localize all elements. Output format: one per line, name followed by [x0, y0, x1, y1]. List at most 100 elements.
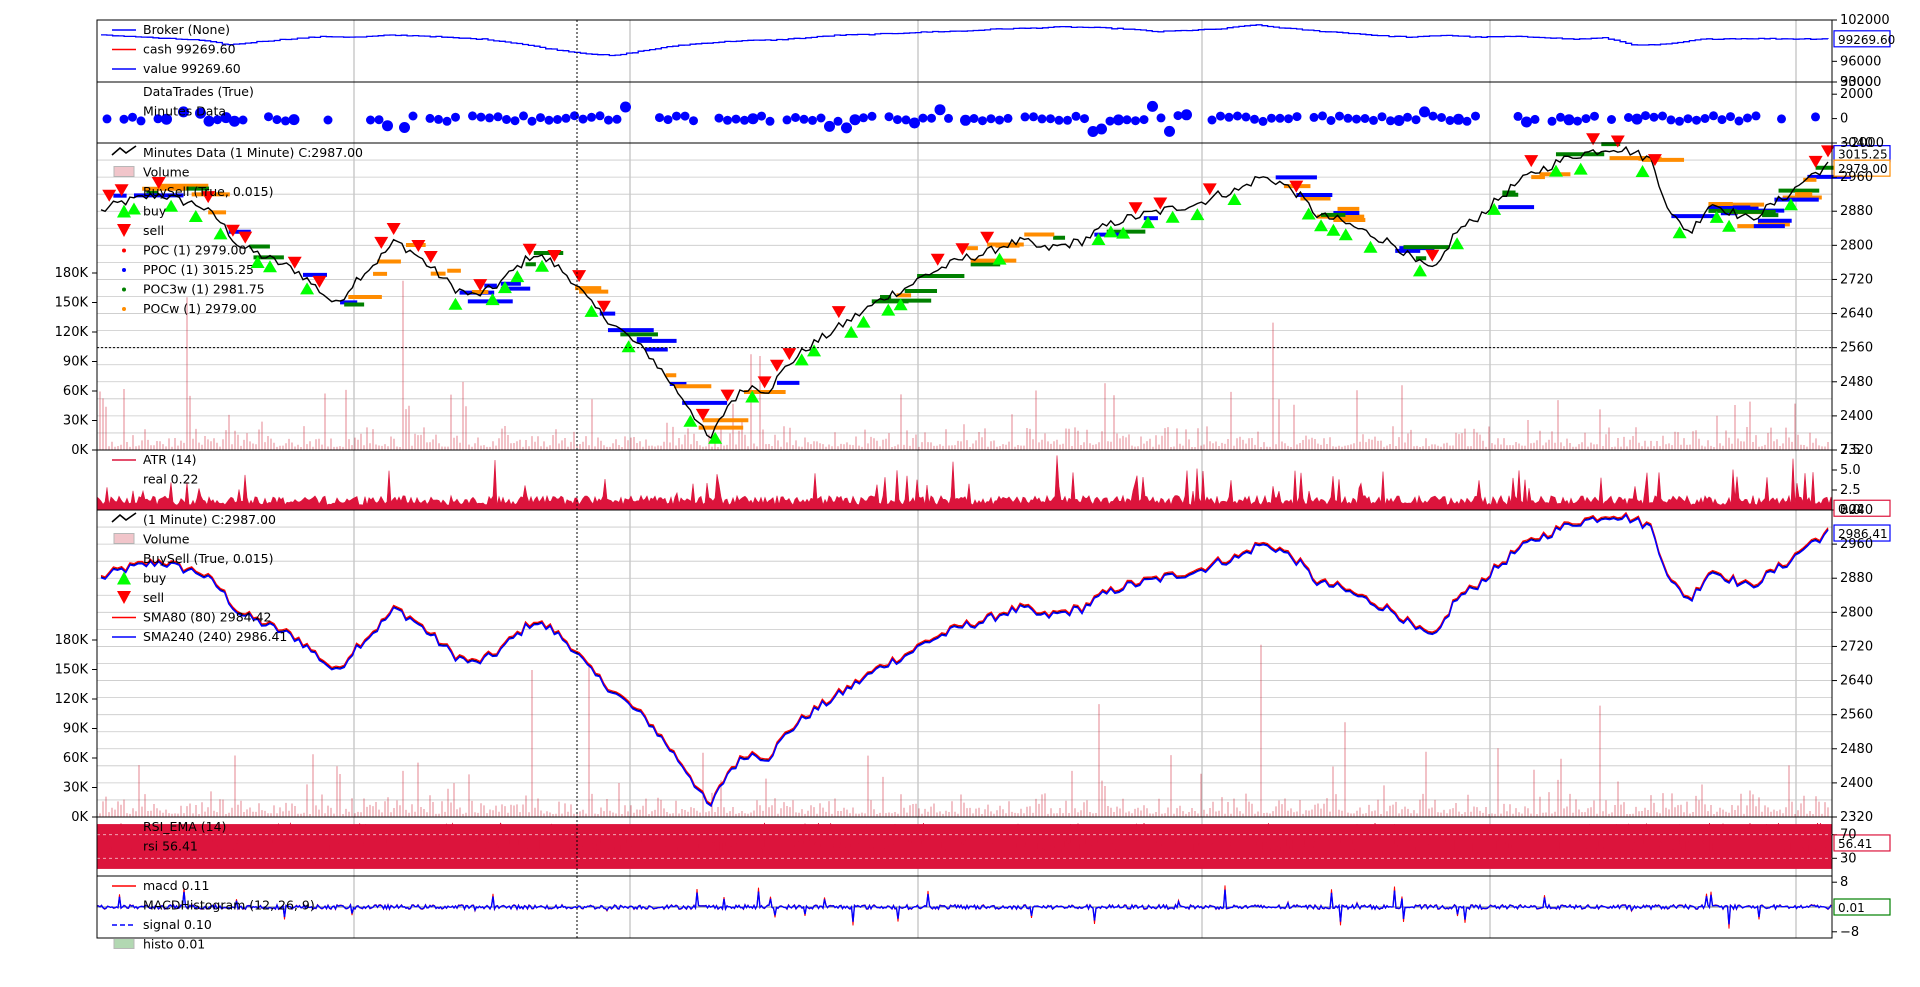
legend-label: value 99269.60 — [143, 61, 241, 76]
value-tag — [1833, 30, 1891, 48]
legend-label: sell — [143, 223, 164, 238]
trade-point — [918, 113, 928, 123]
sell-marker — [547, 249, 562, 262]
trade-point — [1513, 111, 1523, 121]
rsi-tag-text: 56.41 — [1838, 837, 1872, 851]
legend-label: RSI_EMA (14) — [143, 819, 226, 834]
volume-tick-label: 180K — [55, 266, 89, 281]
trade-point — [995, 115, 1004, 125]
trade-point — [399, 122, 410, 133]
trade-point — [934, 104, 946, 116]
legend-label: macd 0.11 — [143, 878, 209, 893]
sell-marker — [1524, 155, 1539, 168]
trade-point — [1113, 114, 1124, 126]
trade-point — [1318, 111, 1327, 121]
trade-point — [1683, 114, 1693, 124]
trade-point — [587, 112, 596, 122]
sell-marker — [1289, 180, 1304, 193]
trade-point — [442, 116, 452, 126]
legend-label: signal 0.10 — [143, 917, 212, 932]
legend-dot-marker — [122, 287, 126, 292]
trade-point — [1624, 113, 1633, 122]
trade-point — [1071, 111, 1081, 121]
trade-point — [195, 107, 206, 119]
trade-point — [153, 114, 163, 124]
buy-marker — [1140, 216, 1155, 229]
y-tick-label: 2800 — [1840, 238, 1873, 253]
trade-point — [595, 111, 605, 121]
trade-point — [1131, 116, 1140, 126]
legend-label: ATR (14) — [143, 452, 197, 467]
trade-point — [1087, 126, 1099, 137]
legend-label: (1 Minute) C:2987.00 — [143, 512, 276, 527]
buy-marker — [497, 281, 512, 294]
buy-marker — [188, 210, 203, 223]
sell-marker — [596, 300, 611, 313]
buy-marker — [745, 390, 760, 403]
legend-label: SMA240 (240) 2986.41 — [143, 629, 287, 644]
y-tick-label: 102000 — [1840, 13, 1890, 28]
buy-marker — [164, 199, 179, 212]
buy-marker — [584, 304, 599, 317]
y-tick-label: 2400 — [1840, 409, 1873, 424]
trade-point — [1666, 115, 1676, 125]
panel-frame-datatrades — [96, 81, 1833, 144]
y-tick-label: 2320 — [1840, 810, 1873, 825]
y-tick-label: −2000 — [1840, 136, 1884, 151]
sell-marker — [572, 270, 587, 283]
trade-point — [1369, 115, 1378, 125]
y-tick-label: 93000 — [1840, 75, 1881, 90]
rsi-series-line — [96, 822, 1832, 868]
trade-point — [238, 115, 248, 125]
signal-series-line — [96, 889, 1832, 925]
sell-marker — [720, 389, 735, 402]
legend-label: cash 99269.60 — [143, 42, 236, 57]
buy-marker — [1450, 237, 1465, 250]
sma-tag-text: 2986.41 — [1838, 527, 1888, 541]
volume-tick-label: 0K — [71, 443, 88, 458]
trade-point — [229, 115, 240, 127]
sell-marker — [102, 189, 117, 202]
sell-marker — [955, 243, 970, 256]
trade-point — [816, 113, 826, 123]
panel-frame-macd — [96, 875, 1833, 939]
legend-label: POCw (1) 2979.00 — [143, 301, 257, 316]
sell-marker — [769, 359, 784, 372]
sma80-series-line — [100, 511, 1829, 805]
trade-point — [604, 115, 613, 125]
sell-marker — [201, 191, 216, 204]
trade-point — [1156, 113, 1166, 123]
sell-marker — [225, 224, 240, 237]
ppoc-tag-text: 3015.25 — [1838, 148, 1888, 162]
trade-point — [1445, 116, 1455, 125]
trade-point — [425, 113, 435, 123]
trade-point — [1386, 116, 1395, 126]
trade-point — [747, 113, 759, 125]
buy-marker — [1573, 162, 1588, 175]
y-tick-label: 30 — [1840, 851, 1857, 866]
legend-box-marker — [113, 938, 135, 949]
trade-point — [1675, 116, 1684, 126]
trade-point — [408, 111, 418, 121]
trade-point — [1147, 100, 1158, 112]
buy-marker — [250, 255, 265, 268]
legend-sell-marker — [117, 224, 131, 237]
trade-point — [1709, 111, 1718, 121]
trade-point — [1335, 111, 1344, 121]
y-tick-label: 2560 — [1840, 341, 1873, 356]
y-tick-label: 2560 — [1840, 708, 1873, 723]
rsi-tag — [1833, 834, 1891, 852]
y-tick-label: 3040 — [1840, 136, 1873, 151]
buy-marker — [1103, 225, 1118, 238]
sell-marker — [1610, 135, 1625, 148]
y-tick-label: 2720 — [1840, 272, 1873, 287]
price-series-line — [100, 145, 1829, 440]
legend-label: real 0.22 — [143, 472, 199, 487]
legend-label: sell — [143, 590, 164, 605]
trade-point — [1700, 114, 1710, 123]
sell-marker — [782, 348, 797, 361]
trade-point — [1063, 115, 1072, 125]
trade-point — [833, 116, 843, 126]
buy-marker — [262, 260, 277, 273]
